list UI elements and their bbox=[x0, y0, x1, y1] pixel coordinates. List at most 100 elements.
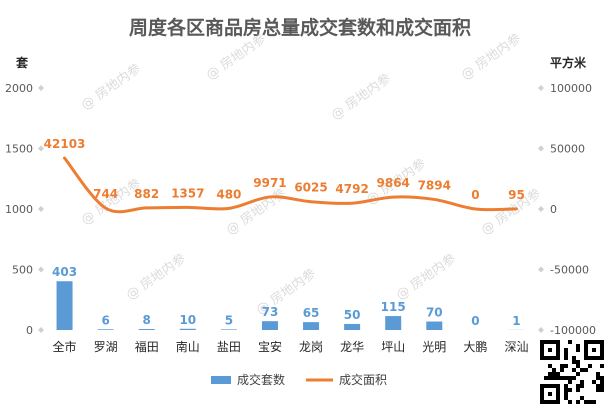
line-data-label: 0 bbox=[471, 188, 479, 202]
qr-module bbox=[564, 384, 568, 388]
qr-module bbox=[548, 376, 552, 380]
qr-module bbox=[600, 384, 604, 388]
chart-title: 周度各区商品房总量成交套数和成交面积 bbox=[129, 16, 471, 39]
qr-finder-dot bbox=[548, 348, 552, 352]
qr-finder-dot bbox=[548, 392, 552, 396]
left-tick-marker bbox=[38, 85, 44, 91]
right-tick-label: 0 bbox=[550, 203, 557, 216]
right-tick-marker bbox=[538, 327, 544, 333]
bar-data-label: 5 bbox=[225, 313, 233, 327]
legend-bar-label: 成交套数 bbox=[237, 372, 285, 387]
bar bbox=[261, 321, 278, 330]
legend: 成交套数 成交面积 bbox=[211, 372, 387, 387]
qr-module bbox=[580, 380, 584, 384]
right-axis-unit: 平方米 bbox=[550, 55, 587, 70]
qr-module bbox=[580, 384, 584, 388]
qr-module bbox=[572, 368, 576, 372]
line-data-label: 9971 bbox=[253, 176, 286, 190]
qr-module bbox=[576, 348, 580, 352]
line-data-label: 6025 bbox=[294, 181, 327, 195]
right-tick-label: -100000 bbox=[550, 324, 596, 337]
category-label: 全市 bbox=[53, 339, 77, 354]
line-data-label: 42103 bbox=[44, 137, 86, 151]
qr-module bbox=[552, 368, 556, 372]
bar bbox=[303, 322, 320, 330]
series-line bbox=[63, 156, 518, 214]
qr-module bbox=[564, 396, 568, 400]
qr-module bbox=[568, 400, 572, 404]
legend-bar-swatch bbox=[211, 376, 231, 384]
bar-data-label: 50 bbox=[344, 308, 361, 322]
bar-data-label: 115 bbox=[381, 300, 406, 314]
category-label: 坪山 bbox=[381, 340, 405, 354]
qr-module bbox=[580, 396, 584, 400]
left-tick-label: 1500 bbox=[5, 143, 33, 156]
category-label: 南山 bbox=[176, 339, 200, 354]
qr-module bbox=[576, 400, 580, 404]
qr-module bbox=[572, 376, 576, 380]
qr-module bbox=[564, 364, 568, 368]
bar-data-label: 0 bbox=[471, 314, 479, 328]
qr-module bbox=[576, 384, 580, 388]
bar-data-label: 1 bbox=[512, 314, 520, 328]
qr-module bbox=[564, 376, 568, 380]
right-tick-marker bbox=[538, 145, 544, 152]
bar-data-label: 70 bbox=[426, 306, 443, 320]
category-label: 光明 bbox=[422, 340, 446, 354]
left-tick-marker bbox=[38, 327, 44, 333]
qr-module bbox=[572, 360, 576, 364]
left-tick-label: 2000 bbox=[5, 82, 33, 95]
watermark-text: @ 房地内参 bbox=[328, 71, 394, 124]
line-data-label: 4792 bbox=[335, 182, 368, 196]
qr-module bbox=[584, 368, 588, 372]
qr-module bbox=[576, 344, 580, 348]
qr-module bbox=[544, 376, 548, 380]
watermarks: @ 房地内参@ 房地内参@ 房地内参@ 房地内参@ 房地内参 @ 房地内参@ 房地… bbox=[78, 31, 544, 319]
category-label: 罗湖 bbox=[94, 339, 118, 354]
right-tick-label: 50000 bbox=[550, 143, 585, 156]
right-axis: -100000 -50000 0 50000 100000 bbox=[538, 82, 596, 337]
right-tick-label: 100000 bbox=[550, 82, 592, 95]
line-labels: 42103 744 882 1357 480 9971 6025 4792 9864 7894 0 9… bbox=[44, 137, 525, 202]
qr-module bbox=[572, 356, 576, 360]
bar bbox=[56, 281, 73, 330]
bar-labels: 403 6 8 10 5 73 65 50 115 70 0 1 bbox=[52, 265, 521, 328]
qr-module bbox=[580, 368, 584, 372]
qr-module bbox=[600, 388, 604, 392]
qr-module bbox=[548, 364, 552, 368]
category-label: 龙华 bbox=[340, 340, 364, 354]
qr-module bbox=[564, 392, 568, 396]
qr-module bbox=[576, 388, 580, 392]
left-tick-label: 500 bbox=[12, 264, 33, 277]
bar bbox=[426, 321, 443, 330]
line-data-label: 480 bbox=[216, 187, 241, 201]
qr-module bbox=[592, 400, 596, 404]
qr-module bbox=[592, 380, 596, 384]
legend-line-label: 成交面积 bbox=[339, 372, 387, 387]
bar bbox=[138, 329, 155, 330]
bar-data-label: 65 bbox=[303, 306, 320, 320]
qr-module bbox=[552, 376, 556, 380]
right-tick-marker bbox=[538, 266, 544, 273]
line-data-label: 9864 bbox=[377, 176, 410, 190]
category-label: 福田 bbox=[135, 339, 159, 354]
qr-module bbox=[588, 364, 592, 368]
bar-series bbox=[56, 281, 525, 330]
qr-module bbox=[564, 348, 568, 352]
left-axis: 0 500 1000 1500 2000 bbox=[5, 82, 44, 337]
category-label: 盐田 bbox=[217, 340, 241, 354]
bar bbox=[344, 323, 361, 330]
qr-module bbox=[568, 380, 572, 384]
left-tick-marker bbox=[38, 266, 44, 273]
category-label: 大鹏 bbox=[463, 340, 487, 354]
line-data-label: 95 bbox=[508, 188, 525, 202]
category-label: 宝安 bbox=[258, 339, 282, 354]
qr-module bbox=[560, 376, 564, 380]
qr-finder-dot bbox=[592, 348, 596, 352]
left-tick-label: 0 bbox=[26, 324, 33, 337]
right-tick-label: -50000 bbox=[550, 264, 589, 277]
qr-module bbox=[548, 372, 552, 376]
right-tick-marker bbox=[538, 85, 544, 91]
qr-module bbox=[600, 364, 604, 368]
